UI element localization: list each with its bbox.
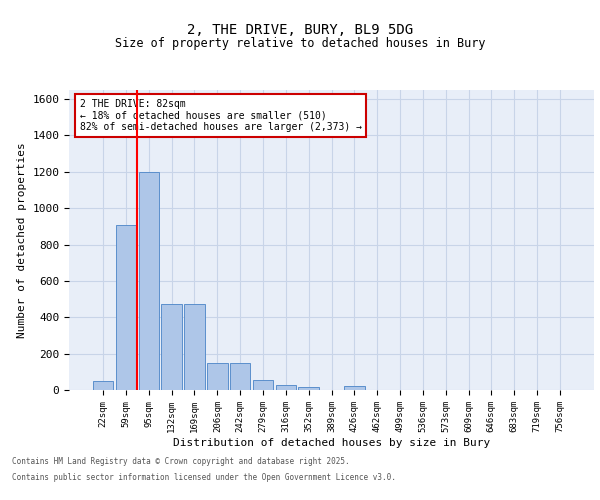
Bar xyxy=(298,388,319,390)
Text: 2 THE DRIVE: 82sqm
← 18% of detached houses are smaller (510)
82% of semi-detach: 2 THE DRIVE: 82sqm ← 18% of detached hou… xyxy=(79,99,361,132)
Bar xyxy=(207,362,227,390)
Bar xyxy=(116,224,136,390)
Bar xyxy=(139,172,159,390)
Bar xyxy=(161,304,182,390)
Bar xyxy=(93,381,113,390)
Bar xyxy=(344,386,365,390)
Bar xyxy=(253,380,273,390)
Bar xyxy=(230,362,250,390)
Bar xyxy=(184,304,205,390)
Text: Contains HM Land Registry data © Crown copyright and database right 2025.: Contains HM Land Registry data © Crown c… xyxy=(12,458,350,466)
Text: 2, THE DRIVE, BURY, BL9 5DG: 2, THE DRIVE, BURY, BL9 5DG xyxy=(187,22,413,36)
Text: Size of property relative to detached houses in Bury: Size of property relative to detached ho… xyxy=(115,38,485,51)
Text: Contains public sector information licensed under the Open Government Licence v3: Contains public sector information licen… xyxy=(12,472,396,482)
Y-axis label: Number of detached properties: Number of detached properties xyxy=(17,142,27,338)
X-axis label: Distribution of detached houses by size in Bury: Distribution of detached houses by size … xyxy=(173,438,490,448)
Bar xyxy=(275,384,296,390)
